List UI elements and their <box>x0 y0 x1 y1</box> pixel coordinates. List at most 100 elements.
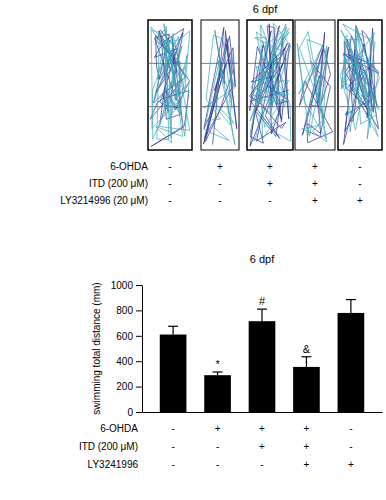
y-tick-mark <box>136 336 142 337</box>
track-frame <box>148 20 192 150</box>
condition-sign: - <box>349 441 352 452</box>
y-tick: 1000 <box>111 280 142 291</box>
condition-sign: + <box>217 161 223 172</box>
condition-label: LY3214996 (20 μM) <box>60 195 148 206</box>
error-bar <box>213 372 223 375</box>
condition-sign: - <box>168 195 171 206</box>
condition-sign: - <box>218 178 221 189</box>
swim-track <box>250 23 291 141</box>
y-tick-mark <box>136 285 142 286</box>
y-axis-line <box>142 286 143 413</box>
y-tick: 0 <box>127 407 142 418</box>
y-tick-label: 800 <box>116 305 133 316</box>
y-tick-label: 1000 <box>111 280 134 291</box>
y-tick-mark <box>136 412 142 413</box>
error-stem <box>306 357 307 367</box>
condition-label: 6-OHDA <box>110 161 148 172</box>
panel-title: 6 dpf <box>253 3 278 15</box>
condition-sign: - <box>168 161 171 172</box>
condition-sign: + <box>267 161 273 172</box>
y-tick-label: 0 <box>127 407 133 418</box>
y-tick: 400 <box>116 356 142 367</box>
error-cap <box>257 309 267 310</box>
condition-sign: + <box>259 441 265 452</box>
condition-label: LY3241996 <box>88 459 139 470</box>
condition-sign: - <box>171 441 174 452</box>
plot-area <box>160 300 364 412</box>
y-tick-mark <box>136 361 142 362</box>
condition-sign: - <box>171 459 174 470</box>
y-tick-label: 600 <box>116 331 133 342</box>
condition-sign: + <box>348 459 354 470</box>
track-box <box>201 20 239 150</box>
zone-line <box>295 63 335 64</box>
x-axis <box>143 412 383 413</box>
condition-sign: + <box>267 178 273 189</box>
track-frame <box>247 20 293 150</box>
y-tick-mark <box>136 387 142 388</box>
error-bar <box>301 357 311 367</box>
track-box <box>148 20 192 150</box>
swim-track <box>204 30 235 144</box>
condition-sign: + <box>312 195 318 206</box>
condition-sign: - <box>168 178 171 189</box>
significance-mark: & <box>303 343 311 355</box>
error-cap <box>346 299 356 300</box>
y-tick: 200 <box>116 381 142 392</box>
condition-sign: + <box>304 459 310 470</box>
condition-sign: - <box>216 441 219 452</box>
condition-sign: + <box>357 195 363 206</box>
y-tick: 800 <box>116 305 142 316</box>
track-box <box>247 20 293 150</box>
bar <box>293 367 320 412</box>
error-bar <box>168 326 178 334</box>
figure: 6 dpf 6-OHDA - + + + - ITD (200 μM) - - + + - LY32149… <box>0 0 386 500</box>
condition-sign: + <box>304 423 310 434</box>
condition-sign: - <box>349 423 352 434</box>
y-axis: 0 200 400 600 800 1000 <box>111 280 143 418</box>
error-stem <box>350 300 351 313</box>
condition-sign: - <box>358 178 361 189</box>
error-bar <box>346 300 356 313</box>
bar <box>249 321 276 412</box>
condition-sign: + <box>259 423 265 434</box>
y-tick-label: 200 <box>116 381 133 392</box>
y-axis-title: swimming total distance (mm) <box>91 282 102 414</box>
zone-line <box>247 106 293 107</box>
track-box <box>338 20 382 150</box>
track-frame <box>295 20 335 150</box>
chart-title: 6 dpf <box>250 253 275 265</box>
condition-sign: + <box>312 161 318 172</box>
swim-track <box>297 32 327 142</box>
bar <box>204 375 231 412</box>
significance-mark: * <box>215 358 220 370</box>
condition-sign: - <box>216 459 219 470</box>
condition-sign: - <box>268 195 271 206</box>
condition-label: ITD (200 μM) <box>89 178 148 189</box>
swim-track <box>340 24 379 139</box>
condition-sign: + <box>312 178 318 189</box>
x-axis-line <box>143 412 383 413</box>
condition-sign: - <box>358 161 361 172</box>
y-tick: 600 <box>116 331 142 342</box>
track-frame <box>338 20 382 150</box>
swim-track <box>151 24 190 143</box>
condition-label: 6-OHDA <box>100 423 138 434</box>
y-tick-label: 400 <box>116 356 133 367</box>
condition-label: ITD (200 μM) <box>79 441 138 452</box>
track-frame <box>201 20 239 150</box>
condition-sign: - <box>218 195 221 206</box>
y-tick-mark <box>136 310 142 311</box>
swim-track <box>204 27 237 144</box>
error-cap <box>168 326 178 327</box>
track-box <box>295 20 335 150</box>
error-stem <box>173 326 174 334</box>
bar <box>338 313 365 412</box>
error-cap <box>301 356 311 357</box>
error-cap <box>213 371 223 372</box>
condition-sign: + <box>304 441 310 452</box>
condition-sign: - <box>260 459 263 470</box>
error-bar <box>257 309 267 321</box>
significance-mark: # <box>259 295 266 307</box>
condition-sign: - <box>171 423 174 434</box>
